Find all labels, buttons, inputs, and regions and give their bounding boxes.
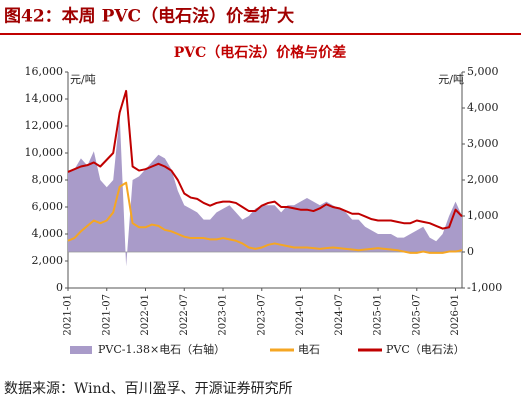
source: 数据来源：Wind、百川盈孚、开源证券研究所 — [4, 381, 293, 397]
y-tick-label: 2,000 — [32, 254, 64, 267]
spread-area — [68, 115, 462, 267]
legend-swatch — [70, 346, 92, 354]
x-tick-label: 2021-01 — [63, 294, 74, 336]
y-tick-label: 4,000 — [32, 227, 64, 240]
series-line — [67, 89, 463, 230]
y-tick-label: 12,000 — [25, 119, 64, 132]
x-tick-label: 2023-01 — [218, 294, 229, 336]
x-tick-label: 2024-01 — [295, 294, 306, 336]
x-tick-label: 2022-07 — [179, 294, 190, 336]
y2-tick-label: 1,000 — [467, 209, 499, 222]
y-tick-label: 10,000 — [25, 146, 64, 159]
y2-tick-label: 3,000 — [467, 137, 499, 150]
y-unit: 元/吨 — [70, 73, 96, 86]
y2-tick-label: 4,000 — [467, 101, 499, 114]
y2-tick-label: 2,000 — [467, 173, 499, 186]
y2-tick-label: 0 — [467, 245, 474, 258]
series-line — [67, 181, 463, 254]
x-tick-label: 2024-07 — [334, 294, 345, 336]
legend-label: PVC（电石法） — [386, 342, 465, 356]
legend-label: PVC-1.38×电石（右轴） — [98, 342, 225, 356]
x-tick-label: 2026-01 — [450, 294, 461, 336]
y-tick-label: 6,000 — [32, 200, 64, 213]
x-tick-label: 2021-07 — [101, 294, 112, 336]
header-title: 图42：本周 PVC（电石法）价差扩大 — [4, 6, 294, 27]
y-tick-label: 0 — [56, 281, 63, 294]
x-tick-label: 2022-01 — [140, 294, 151, 336]
x-tick-label: 2025-07 — [411, 294, 422, 336]
y2-unit: 元/吨 — [438, 73, 464, 86]
x-tick-label: 2025-01 — [373, 294, 384, 336]
y-tick-label: 8,000 — [32, 173, 64, 186]
legend-label: 电石 — [298, 343, 320, 356]
y2-tick-label: 5,000 — [467, 65, 499, 78]
y2-tick-label: -1,000 — [467, 281, 502, 294]
legend: PVC-1.38×电石（右轴） 电石 PVC（电石法） — [70, 342, 465, 356]
y-tick-label: 14,000 — [25, 92, 64, 105]
chart-title: PVC（电石法）价格与价差 — [174, 44, 347, 61]
y-tick-label: 16,000 — [25, 65, 64, 78]
x-tick-label: 2023-07 — [256, 294, 267, 336]
